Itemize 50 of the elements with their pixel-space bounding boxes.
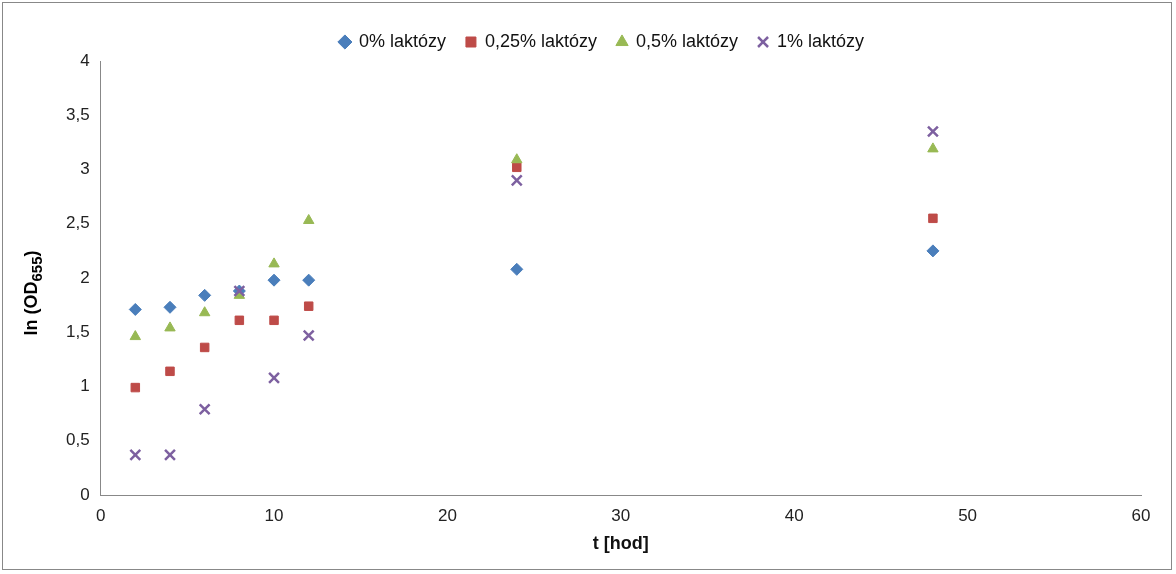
point <box>198 288 212 302</box>
point <box>234 315 245 326</box>
point <box>130 382 141 393</box>
point <box>128 302 142 316</box>
y-tick-label: 1 <box>80 376 90 396</box>
x-tick-label: 60 <box>1131 505 1151 525</box>
x-tick-label: 20 <box>437 505 457 525</box>
point <box>267 273 281 287</box>
point <box>164 321 176 332</box>
x-tick-label: 30 <box>611 505 631 525</box>
point <box>267 371 281 385</box>
y-tick-label: 1,5 <box>65 321 90 341</box>
point <box>510 174 523 187</box>
x-tick-label: 40 <box>784 505 804 525</box>
y-tick-label: 2 <box>80 267 90 287</box>
point <box>198 403 211 416</box>
point <box>198 306 211 317</box>
x-tick-label: 10 <box>264 505 284 525</box>
point <box>303 301 314 311</box>
point <box>927 142 939 153</box>
point <box>512 162 522 173</box>
point <box>928 213 938 224</box>
point <box>302 329 315 342</box>
point <box>199 342 210 353</box>
point <box>510 262 524 276</box>
point <box>303 214 315 224</box>
x-tick-label: 50 <box>958 505 978 525</box>
point <box>165 366 175 377</box>
point <box>163 300 177 314</box>
y-tick-label: 2,5 <box>65 213 90 233</box>
y-tick-label: 3,5 <box>65 104 90 124</box>
point <box>511 153 523 164</box>
legend-label: 0,25% laktózy <box>484 30 598 51</box>
point <box>302 273 316 287</box>
point <box>129 448 142 462</box>
x-tick-label: 0 <box>95 505 106 525</box>
legend-label: 1% laktózy <box>777 30 865 51</box>
x-axis-title: t [hod] <box>592 533 649 554</box>
point <box>926 244 940 258</box>
point <box>163 448 177 462</box>
y-tick-label: 0 <box>80 484 90 504</box>
legend-label: 0,5% laktózy <box>636 30 739 51</box>
y-tick-label: 3 <box>80 159 90 179</box>
legend-label: 0% laktózy <box>358 30 446 51</box>
y-tick-label: 0,5 <box>65 430 90 450</box>
point <box>926 125 940 138</box>
y-tick-label: 4 <box>80 50 90 70</box>
point <box>268 257 280 268</box>
point <box>129 330 142 341</box>
point <box>269 315 279 326</box>
